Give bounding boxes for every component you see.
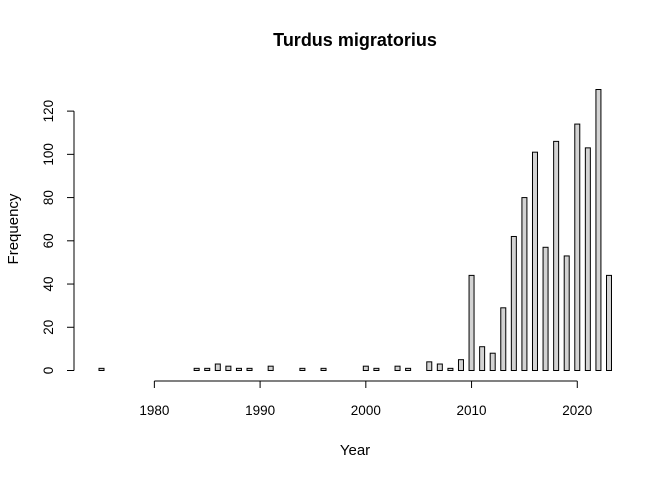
x-axis: 1980 1990 2000 2010 2020: [139, 380, 592, 418]
bar-2007: [436, 363, 443, 371]
bar-1975: [98, 367, 105, 371]
y-tick-label-60: 60: [41, 233, 56, 248]
bar-2013: [500, 307, 507, 372]
y-axis-label: Frequency: [5, 193, 22, 264]
y-tick-label-0: 0: [41, 367, 56, 375]
bar-1994: [299, 367, 306, 371]
bar-1988: [235, 367, 242, 371]
bar-2017: [542, 246, 549, 371]
bar-2001: [373, 367, 380, 371]
x-tick-label-2020: 2020: [562, 403, 592, 418]
bar-2015: [521, 197, 528, 371]
bar-2016: [531, 151, 538, 371]
bar-2009: [457, 359, 464, 372]
bar-2010: [468, 274, 475, 372]
y-tick-label-40: 40: [41, 277, 56, 292]
bar-2004: [405, 367, 412, 371]
bar-2019: [563, 255, 570, 371]
y-tick-label-120: 120: [41, 100, 56, 123]
bar-1996: [320, 367, 327, 371]
bar-1991: [267, 365, 274, 371]
bar-1986: [214, 363, 221, 371]
y-tick-label-80: 80: [41, 190, 56, 205]
bar-2000: [362, 365, 369, 371]
bar-2022: [595, 89, 602, 371]
x-tick-label-2000: 2000: [351, 403, 381, 418]
bar-2012: [489, 352, 496, 371]
bar-2021: [584, 147, 591, 371]
y-tick-label-100: 100: [41, 143, 56, 166]
bar-2006: [426, 361, 433, 372]
y-tick-label-20: 20: [41, 320, 56, 335]
x-tick-label-1990: 1990: [245, 403, 275, 418]
bar-1987: [225, 365, 232, 371]
bar-2023: [606, 274, 612, 372]
bar-2003: [394, 365, 401, 371]
bars-group: [98, 89, 612, 372]
bar-2020: [574, 123, 581, 371]
bar-2014: [510, 235, 517, 371]
bar-1984: [193, 367, 200, 371]
y-axis: 0 20 40 60 80 100 120: [41, 100, 75, 375]
chart-title: Turdus migratorius: [273, 30, 437, 50]
bar-1985: [204, 367, 211, 371]
bar-2011: [479, 346, 486, 372]
bar-2008: [447, 367, 454, 371]
x-tick-label-1980: 1980: [139, 403, 169, 418]
x-axis-label: Year: [340, 442, 370, 459]
x-tick-label-2010: 2010: [457, 403, 487, 418]
bar-1989: [246, 367, 253, 371]
bar-2018: [553, 140, 560, 371]
